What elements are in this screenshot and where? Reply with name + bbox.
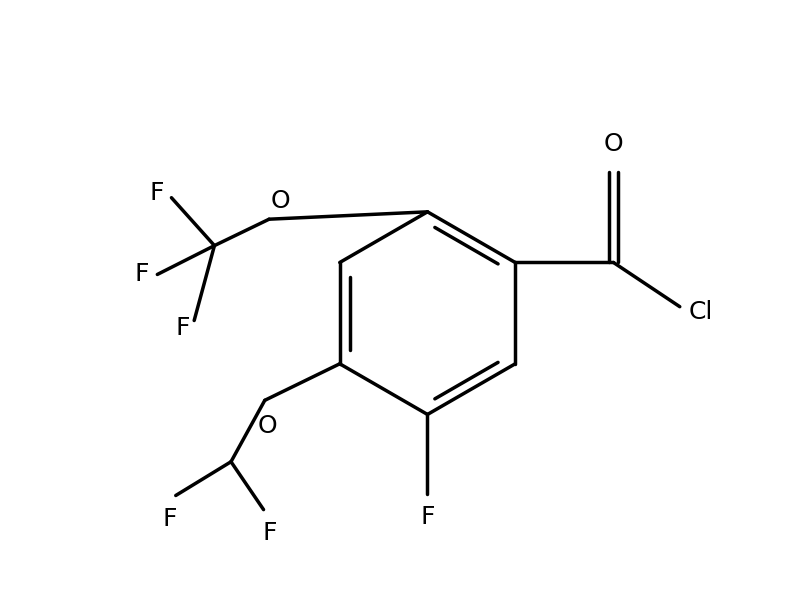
Text: F: F bbox=[420, 505, 434, 529]
Text: F: F bbox=[176, 316, 191, 340]
Text: F: F bbox=[162, 507, 177, 530]
Text: F: F bbox=[149, 181, 164, 205]
Text: F: F bbox=[262, 521, 277, 545]
Text: O: O bbox=[270, 189, 290, 213]
Text: O: O bbox=[603, 132, 623, 157]
Text: O: O bbox=[258, 414, 277, 438]
Text: Cl: Cl bbox=[689, 300, 713, 324]
Text: F: F bbox=[134, 262, 148, 287]
